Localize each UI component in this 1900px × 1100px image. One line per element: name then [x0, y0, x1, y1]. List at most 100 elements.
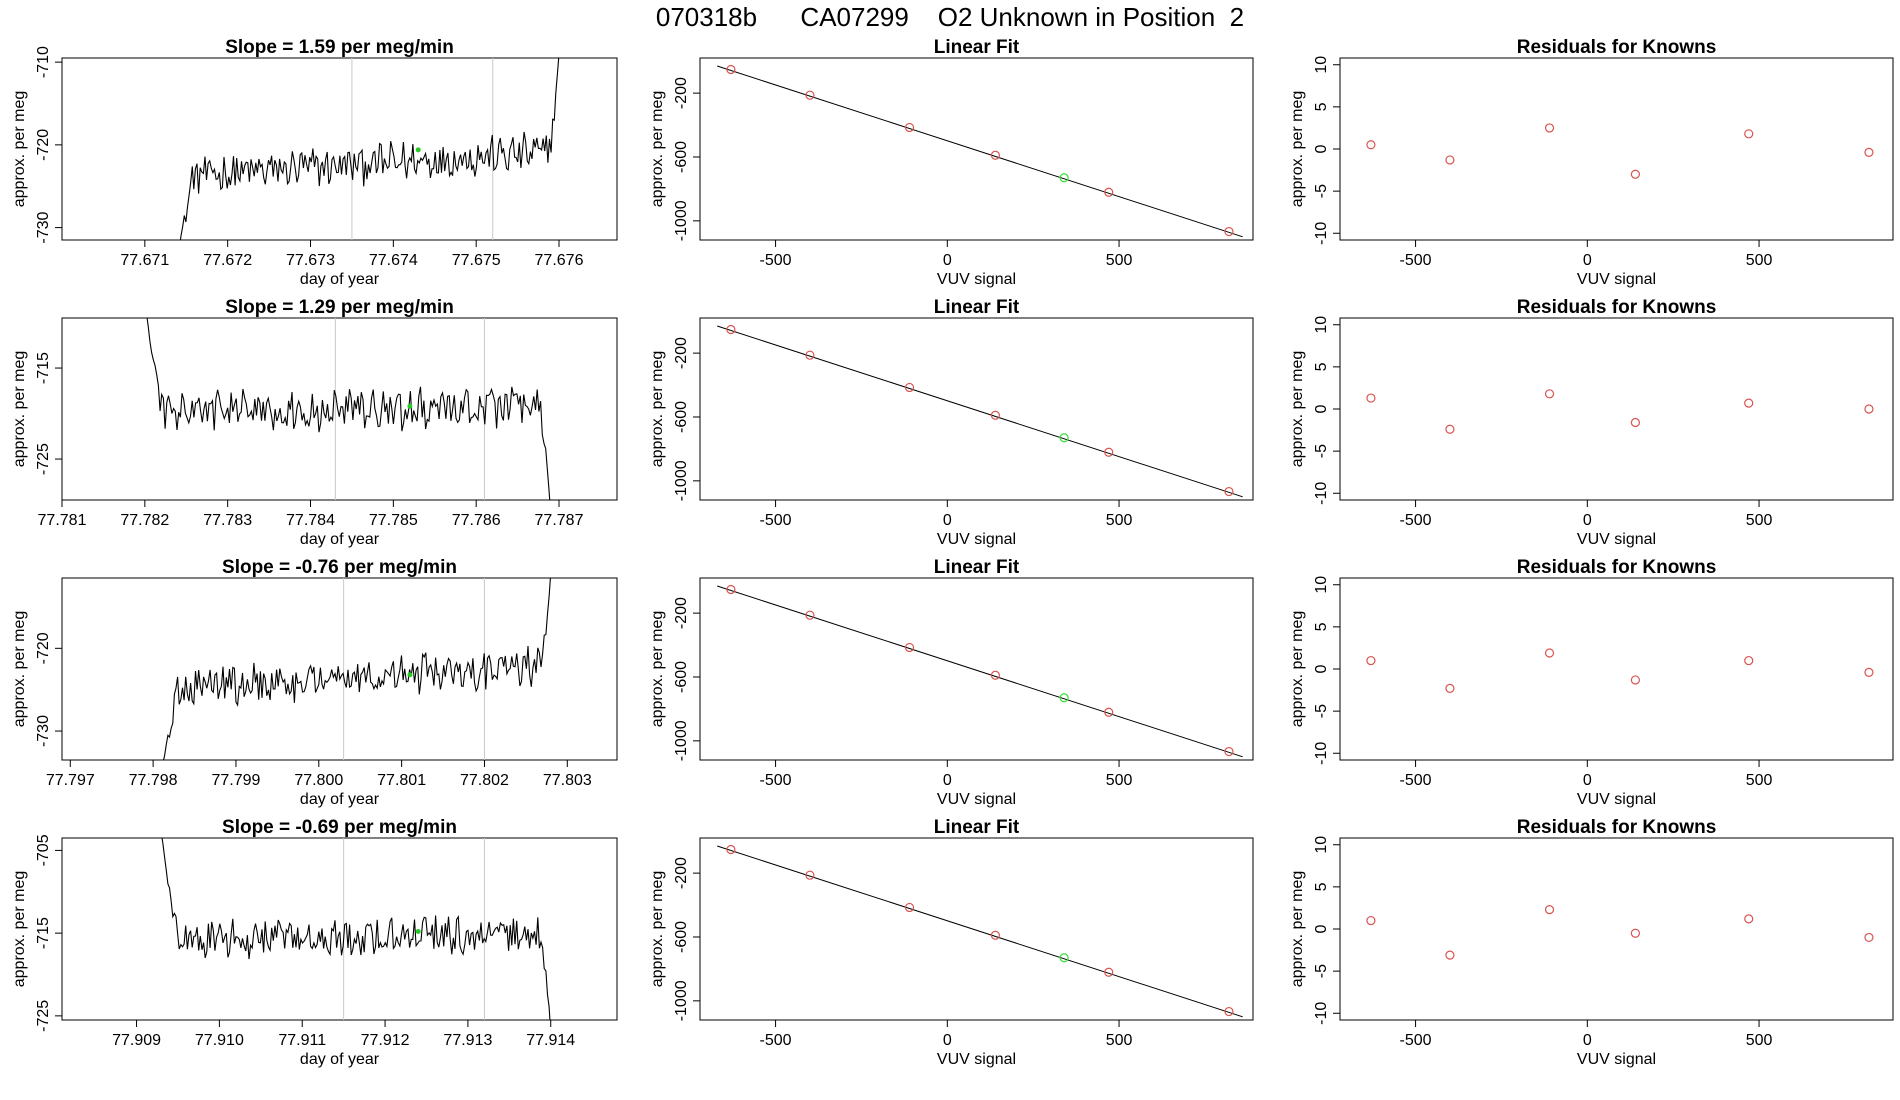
- known-point: [1104, 707, 1114, 717]
- chart-panel-1-1: Slope = 1.59 per meg/min 77.671 77.672 77.6…: [11, 37, 618, 288]
- x-tick-label: 77.672: [203, 252, 252, 269]
- x-tick-label: 77.783: [203, 512, 252, 529]
- x-tick-label: 500: [1106, 772, 1133, 789]
- x-tick-label: 77.909: [112, 1032, 161, 1049]
- x-axis-label: VUV signal: [1577, 1051, 1656, 1068]
- plot-data: [146, 318, 551, 500]
- x-tick-label: 0: [943, 772, 952, 789]
- residual-point: [1864, 147, 1874, 157]
- y-tick-label: -600: [673, 141, 690, 173]
- y-axis-label: approx. per meg: [649, 611, 666, 728]
- y-axis-label: approx. per meg: [1289, 871, 1306, 988]
- x-tick-label: -500: [1400, 252, 1432, 269]
- x-tick-label: 77.798: [129, 772, 178, 789]
- x-tick-label: 500: [1746, 252, 1773, 269]
- y-tick-label: -5: [1313, 444, 1330, 458]
- plot-frame: [61, 317, 618, 501]
- x-tick-label: -500: [760, 1032, 792, 1049]
- known-point: [726, 584, 736, 595]
- chart-panel-3-2: Linear Fit -500 0 500 VUV signal -1000 -600 -20…: [649, 557, 1254, 808]
- x-tick-label: 77.785: [369, 512, 418, 529]
- y-axis-label: approx. per meg: [649, 91, 666, 208]
- known-point: [904, 122, 915, 133]
- y-tick-label: -5: [1313, 704, 1330, 718]
- series-line: [161, 838, 551, 1020]
- known-point: [1104, 967, 1114, 977]
- x-axis-label: VUV signal: [937, 1051, 1016, 1068]
- plot-data: [717, 844, 1243, 1018]
- known-point: [990, 410, 1000, 420]
- fit-line: [717, 65, 1243, 238]
- y-tick-label: 5: [1313, 622, 1330, 631]
- x-axis-label: VUV signal: [1577, 791, 1656, 808]
- residual-point: [1544, 648, 1555, 658]
- chart-panel-4-2: Linear Fit -500 0 500 VUV signal -1000 -600 -20…: [649, 817, 1254, 1068]
- y-tick-label: 0: [1313, 404, 1330, 413]
- y-tick-label: -715: [35, 917, 52, 949]
- residual-point: [1864, 404, 1874, 414]
- plot-data: [717, 584, 1243, 758]
- x-tick-label: 77.799: [211, 772, 260, 789]
- y-tick-label: -5: [1313, 964, 1330, 978]
- x-axis-label: VUV signal: [1577, 271, 1656, 288]
- x-tick-label: 77.781: [38, 512, 87, 529]
- residual-point: [1445, 424, 1455, 434]
- y-axis-label: approx. per meg: [11, 871, 28, 988]
- plot-title: Residuals for Knowns: [1517, 297, 1717, 318]
- x-tick-label: 77.802: [460, 772, 509, 789]
- known-point: [726, 64, 736, 75]
- y-tick-label: -10: [1313, 742, 1330, 765]
- y-tick-label: -725: [35, 1000, 52, 1032]
- plot-title: Linear Fit: [934, 817, 1020, 838]
- plot-frame: [699, 317, 1254, 501]
- plot-data: [163, 578, 551, 760]
- known-point: [805, 90, 815, 100]
- unknown-marker: [415, 928, 421, 934]
- fit-line: [717, 585, 1243, 758]
- known-point: [990, 930, 1000, 940]
- y-tick-label: 10: [1313, 576, 1330, 594]
- y-tick-label: 5: [1313, 362, 1330, 371]
- x-tick-label: 0: [1583, 1032, 1592, 1049]
- plot-frame: [61, 837, 618, 1021]
- x-axis-label: VUV signal: [937, 791, 1016, 808]
- chart-panel-1-2: Linear Fit -500 0 500 VUV signal -1000 -600 -20…: [649, 37, 1254, 288]
- y-tick-label: -1000: [673, 200, 690, 241]
- residual-point: [1544, 389, 1555, 399]
- series-line: [146, 318, 551, 500]
- y-tick-label: -1000: [673, 460, 690, 501]
- unknown-point: [1059, 953, 1069, 963]
- x-tick-label: 0: [1583, 772, 1592, 789]
- page-title: 070318b CA07299 O2 Unknown in Position 2: [655, 2, 1245, 32]
- unknown-point: [1059, 173, 1069, 183]
- x-tick-label: 77.913: [443, 1032, 492, 1049]
- x-tick-label: -500: [760, 772, 792, 789]
- y-axis-label: approx. per meg: [649, 871, 666, 988]
- known-point: [904, 902, 915, 913]
- unknown-marker: [407, 403, 413, 409]
- residual-point: [1864, 667, 1874, 677]
- x-tick-label: 0: [943, 1032, 952, 1049]
- known-point: [1224, 746, 1234, 757]
- x-tick-label: 77.801: [377, 772, 426, 789]
- plot-title: Linear Fit: [934, 557, 1020, 578]
- known-point: [1104, 187, 1114, 197]
- plot-title: Slope = 1.59 per meg/min: [225, 37, 454, 58]
- x-axis-label: day of year: [300, 271, 380, 288]
- x-tick-label: 77.674: [369, 252, 418, 269]
- residual-point: [1630, 417, 1640, 428]
- x-tick-label: 77.787: [535, 512, 584, 529]
- known-point: [904, 382, 915, 393]
- plot-frame: [1339, 317, 1894, 501]
- y-tick-label: -725: [35, 443, 52, 475]
- y-tick-label: -600: [673, 401, 690, 433]
- y-tick-label: -705: [35, 834, 52, 866]
- x-tick-label: 500: [1746, 1032, 1773, 1049]
- y-axis-label: approx. per meg: [649, 351, 666, 468]
- x-tick-label: 77.912: [361, 1032, 410, 1049]
- series-line: [163, 578, 551, 760]
- y-tick-label: 0: [1313, 144, 1330, 153]
- y-axis-label: approx. per meg: [11, 91, 28, 208]
- x-tick-label: 77.914: [526, 1032, 575, 1049]
- y-tick-label: -5: [1313, 184, 1330, 198]
